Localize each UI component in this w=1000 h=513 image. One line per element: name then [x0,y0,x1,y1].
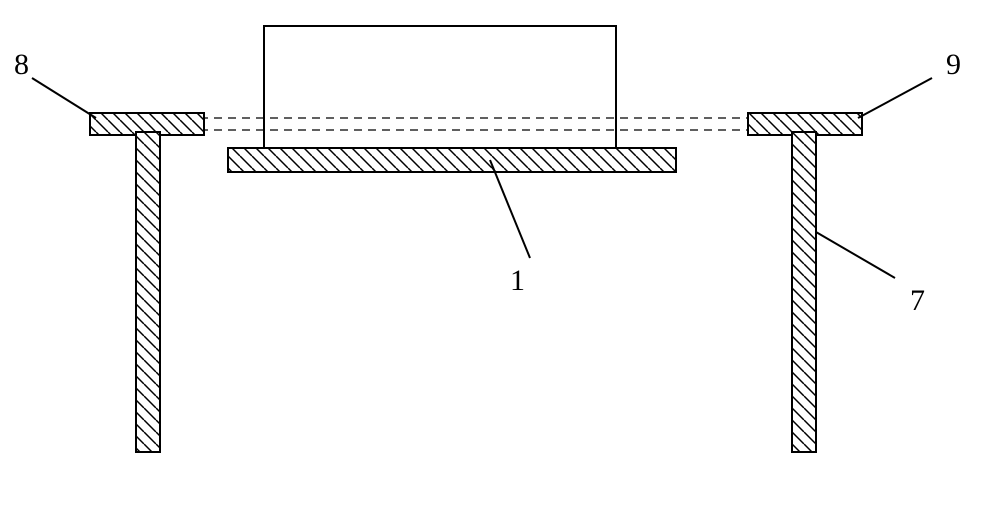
callout-7-label: 7 [910,284,925,317]
callout-1-label: 1 [510,264,525,297]
callout-9-leader [858,78,932,118]
callout-1-leader [490,160,530,258]
diagram-canvas: 1 7 8 9 [0,0,1000,513]
specimen-box [264,26,616,150]
callout-8-label: 8 [14,48,29,81]
left-pillar [136,132,160,452]
callout-9-label: 9 [946,48,961,81]
callout-7-leader [816,232,895,278]
callout-8-leader [32,78,96,118]
right-pillar [792,132,816,452]
platform [228,148,676,172]
